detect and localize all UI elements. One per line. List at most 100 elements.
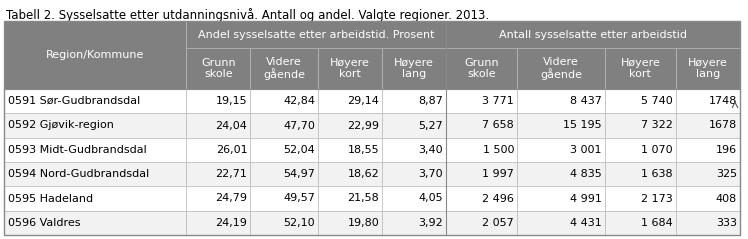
Text: 3 771: 3 771 (482, 96, 514, 106)
Text: 3,40: 3,40 (419, 145, 444, 155)
Text: Grunn
skole: Grunn skole (465, 58, 499, 79)
Text: 3 001: 3 001 (571, 145, 602, 155)
Bar (447, 89, 517, 113)
Text: 408: 408 (716, 194, 737, 203)
Bar (4, 21, 186, 89)
Text: 0595 Hadeland: 0595 Hadeland (8, 194, 93, 203)
Text: 0592 Gjøvik-region: 0592 Gjøvik-region (8, 120, 114, 130)
Text: 4,05: 4,05 (419, 194, 444, 203)
Text: 49,57: 49,57 (283, 194, 315, 203)
Bar (517, 211, 605, 235)
Text: 7 658: 7 658 (482, 120, 514, 130)
Text: 19,80: 19,80 (347, 218, 379, 228)
Bar (447, 113, 517, 138)
Text: 18,55: 18,55 (348, 145, 379, 155)
Bar (4, 138, 186, 162)
Text: 1 638: 1 638 (641, 169, 673, 179)
Text: Region/Kommune: Region/Kommune (46, 50, 144, 60)
Bar (517, 48, 605, 89)
Bar (382, 113, 447, 138)
Text: 15 195: 15 195 (563, 120, 602, 130)
Bar (676, 89, 740, 113)
Text: Høyere
kort: Høyere kort (330, 58, 370, 79)
Text: 54,97: 54,97 (283, 169, 315, 179)
Text: 52,04: 52,04 (283, 145, 315, 155)
Text: 18,62: 18,62 (347, 169, 379, 179)
Text: 3,70: 3,70 (419, 169, 444, 179)
Bar (251, 211, 318, 235)
Text: Videre
gående: Videre gående (263, 57, 305, 81)
Bar (447, 186, 517, 211)
Bar (517, 138, 605, 162)
Bar (447, 138, 517, 162)
Bar (186, 89, 251, 113)
Text: Andel sysselsatte etter arbeidstid. Prosent: Andel sysselsatte etter arbeidstid. Pros… (198, 29, 435, 39)
Bar (517, 89, 605, 113)
Bar (251, 48, 318, 89)
Text: 4 431: 4 431 (570, 218, 602, 228)
Text: 26,01: 26,01 (216, 145, 248, 155)
Bar (382, 48, 447, 89)
Text: 1 500: 1 500 (482, 145, 514, 155)
Bar (605, 211, 676, 235)
Bar (4, 21, 740, 235)
Text: 22,99: 22,99 (347, 120, 379, 130)
Bar (186, 21, 447, 48)
Text: Høyere
lang: Høyere lang (394, 58, 434, 79)
Bar (318, 89, 382, 113)
Text: 5 740: 5 740 (641, 96, 673, 106)
Bar (318, 186, 382, 211)
Bar (186, 186, 251, 211)
Bar (318, 138, 382, 162)
Bar (676, 211, 740, 235)
Bar (676, 113, 740, 138)
Bar (517, 186, 605, 211)
Bar (4, 211, 186, 235)
Bar (517, 162, 605, 186)
Bar (318, 162, 382, 186)
Text: 24,19: 24,19 (215, 218, 248, 228)
Text: Høyere
lang: Høyere lang (688, 58, 728, 79)
Bar (318, 211, 382, 235)
Text: 2 057: 2 057 (482, 218, 514, 228)
Text: Antall sysselsatte etter arbeidstid: Antall sysselsatte etter arbeidstid (499, 29, 687, 39)
Text: 1 070: 1 070 (641, 145, 673, 155)
Bar (251, 113, 318, 138)
Text: 333: 333 (716, 218, 737, 228)
Text: 3,92: 3,92 (419, 218, 444, 228)
Text: 24,79: 24,79 (215, 194, 248, 203)
Bar (605, 89, 676, 113)
Text: 21,58: 21,58 (347, 194, 379, 203)
Bar (251, 162, 318, 186)
Bar (605, 48, 676, 89)
Bar (4, 186, 186, 211)
Text: 1 997: 1 997 (482, 169, 514, 179)
Text: 52,10: 52,10 (283, 218, 315, 228)
Text: Grunn
skole: Grunn skole (201, 58, 236, 79)
Bar (447, 48, 517, 89)
Text: 8 437: 8 437 (570, 96, 602, 106)
Bar (676, 138, 740, 162)
Text: Høyere
kort: Høyere kort (621, 58, 660, 79)
Bar (447, 21, 740, 48)
Bar (382, 211, 447, 235)
Bar (605, 162, 676, 186)
Bar (382, 89, 447, 113)
Bar (251, 186, 318, 211)
Text: 22,71: 22,71 (215, 169, 248, 179)
Text: 19,15: 19,15 (216, 96, 248, 106)
Bar (447, 211, 517, 235)
Bar (251, 89, 318, 113)
Text: 1748: 1748 (708, 96, 737, 106)
Text: 0594 Nord-Gudbrandsdal: 0594 Nord-Gudbrandsdal (8, 169, 150, 179)
Bar (318, 113, 382, 138)
Bar (4, 89, 186, 113)
Bar (4, 113, 186, 138)
Text: 2 173: 2 173 (641, 194, 673, 203)
Text: 0596 Valdres: 0596 Valdres (8, 218, 81, 228)
Text: Tabell 2. Sysselsatte etter utdanningsnivå. Antall og andel. Valgte regioner. 20: Tabell 2. Sysselsatte etter utdanningsni… (6, 8, 489, 22)
Text: 47,70: 47,70 (283, 120, 315, 130)
Bar (186, 48, 251, 89)
Text: 196: 196 (716, 145, 737, 155)
Text: 1 684: 1 684 (641, 218, 673, 228)
